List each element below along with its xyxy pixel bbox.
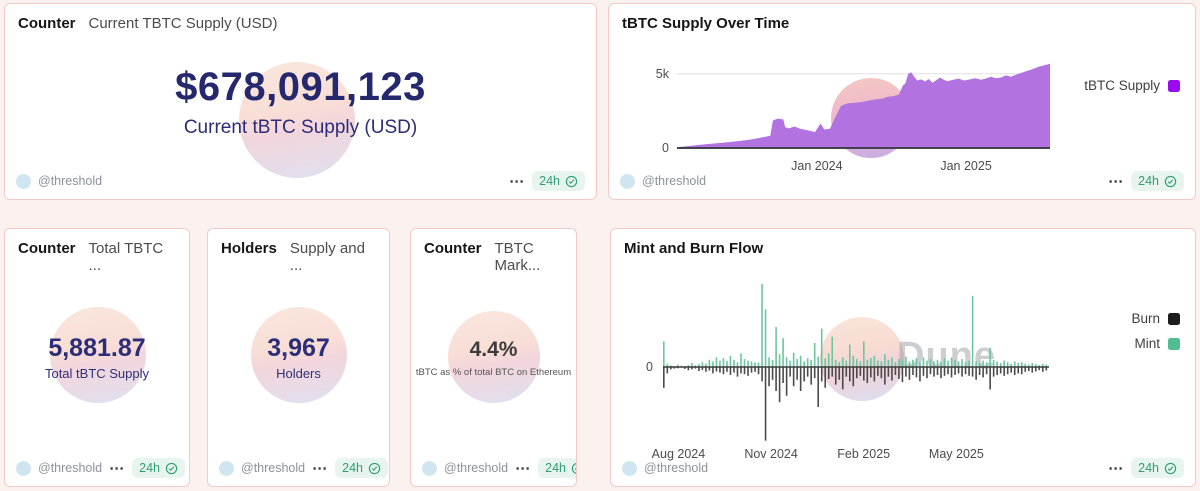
counter-subtitle: tBTC as % of total BTC on Ethereum <box>415 366 572 378</box>
svg-text:Jan 2024: Jan 2024 <box>791 159 842 173</box>
refresh-badge[interactable]: 24h <box>538 458 576 478</box>
card-footer: @threshold ⋯ 24h <box>16 458 185 478</box>
refresh-interval-label: 24h <box>342 461 363 475</box>
legend-item-mint[interactable]: Mint <box>1134 336 1180 351</box>
author-handle[interactable]: @threshold <box>38 461 103 475</box>
counter-subtitle: Holders <box>276 366 321 381</box>
author-handle[interactable]: @threshold <box>241 461 306 475</box>
refresh-badge[interactable]: 24h <box>335 458 388 478</box>
card-footer: @threshold ⋯ 24h <box>219 458 388 478</box>
card-footer: @threshold ⋯ 24h <box>16 171 585 191</box>
legend-label: Mint <box>1134 336 1160 351</box>
refresh-badge[interactable]: 24h <box>1131 458 1184 478</box>
widget-title: Supply and ... <box>289 240 365 274</box>
counter-card-current-supply-usd: Counter Current TBTC Supply (USD) $678,0… <box>4 3 597 200</box>
legend-item-burn[interactable]: Burn <box>1131 311 1180 326</box>
svg-text:Aug 2024: Aug 2024 <box>652 447 706 461</box>
verified-check-icon <box>571 462 576 474</box>
svg-text:0: 0 <box>646 360 653 374</box>
counter-card-market-share: Counter TBTC Mark... 4.4% tBTC as % of t… <box>410 228 577 487</box>
verified-check-icon <box>368 462 381 474</box>
chart-title: tBTC Supply Over Time <box>622 15 790 32</box>
svg-text:0: 0 <box>662 141 669 155</box>
widget-type-label: Counter <box>18 15 76 32</box>
widget-type-label: Counter <box>18 240 76 257</box>
widget-title: Current TBTC Supply (USD) <box>88 15 278 32</box>
verified-check-icon <box>1164 175 1177 187</box>
supply-chart: 5k 0 Jan 2024 Jan 2025 <box>656 63 1050 173</box>
author-avatar[interactable] <box>622 460 637 476</box>
svg-text:Nov 2024: Nov 2024 <box>744 447 798 461</box>
refresh-badge[interactable]: 24h <box>1131 171 1184 191</box>
more-menu-icon[interactable]: ⋯ <box>1108 172 1125 190</box>
author-avatar[interactable] <box>16 460 31 476</box>
refresh-interval-label: 24h <box>1138 174 1159 188</box>
verified-check-icon <box>165 462 178 474</box>
refresh-interval-label: 24h <box>545 461 566 475</box>
legend-swatch-mint <box>1168 337 1180 350</box>
author-handle[interactable]: @threshold <box>444 461 509 475</box>
refresh-interval-label: 24h <box>1138 461 1159 475</box>
chart-legend: tBTC Supply <box>1055 50 1195 178</box>
more-menu-icon[interactable]: ⋯ <box>109 459 126 477</box>
card-footer: @threshold ⋯ 24h <box>620 171 1184 191</box>
card-header: Counter TBTC Mark... <box>411 229 576 278</box>
svg-text:5k: 5k <box>656 67 670 81</box>
card-header: Counter Total TBTC ... <box>5 229 189 278</box>
verified-check-icon <box>1164 462 1177 474</box>
widget-title: TBTC Mark... <box>494 240 541 274</box>
refresh-badge[interactable]: 24h <box>132 458 185 478</box>
refresh-interval-label: 24h <box>539 174 560 188</box>
card-footer: @threshold ⋯ 24h <box>422 458 576 478</box>
card-header: Counter Current TBTC Supply (USD) <box>5 4 596 36</box>
author-avatar[interactable] <box>422 460 437 476</box>
counter-value: 5,881.87 <box>48 334 146 362</box>
counter-body: 5,881.87 Total tBTC Supply <box>5 259 189 456</box>
more-menu-icon[interactable]: ⋯ <box>515 459 532 477</box>
author-avatar[interactable] <box>219 460 234 476</box>
card-footer: @threshold ⋯ 24h <box>622 458 1184 478</box>
chart-area: 0 Aug 2024 Nov 2024 Feb 2025 May 2025 Burn M… <box>611 271 1195 467</box>
counter-value: 3,967 <box>267 334 330 362</box>
svg-text:May 2025: May 2025 <box>929 447 984 461</box>
widget-type-label: Counter <box>424 240 482 257</box>
legend-label: Burn <box>1131 311 1160 326</box>
counter-card-holders: Holders Supply and ... 3,967 Holders @th… <box>207 228 390 487</box>
legend-label: tBTC Supply <box>1084 78 1160 93</box>
widget-title: Total TBTC ... <box>88 240 164 274</box>
svg-text:Jan 2025: Jan 2025 <box>940 159 991 173</box>
author-avatar[interactable] <box>16 173 31 189</box>
mint-burn-flow-chart-card: Mint and Burn Flow Dune 0 Aug 2024 Nov 202… <box>610 228 1196 487</box>
legend-item-supply[interactable]: tBTC Supply <box>1084 78 1180 93</box>
refresh-badge[interactable]: 24h <box>532 171 585 191</box>
more-menu-icon[interactable]: ⋯ <box>312 459 329 477</box>
more-menu-icon[interactable]: ⋯ <box>509 172 526 190</box>
chart-area: 5k 0 Jan 2024 Jan 2025 tBTC Supply <box>609 50 1195 178</box>
counter-body: 4.4% tBTC as % of total BTC on Ethereum <box>411 259 576 456</box>
author-avatar[interactable] <box>620 173 635 189</box>
author-handle[interactable]: @threshold <box>644 461 709 475</box>
svg-text:Feb 2025: Feb 2025 <box>837 447 890 461</box>
counter-value: 4.4% <box>469 337 518 361</box>
chart-title: Mint and Burn Flow <box>624 240 764 257</box>
widget-type-label: Holders <box>221 240 277 257</box>
counter-body: 3,967 Holders <box>208 259 389 456</box>
counter-card-total-supply: Counter Total TBTC ... 5,881.87 Total tB… <box>4 228 190 487</box>
legend-swatch-supply <box>1168 79 1180 92</box>
author-handle[interactable]: @threshold <box>38 174 103 188</box>
more-menu-icon[interactable]: ⋯ <box>1108 459 1125 477</box>
refresh-interval-label: 24h <box>139 461 160 475</box>
counter-body: $678,091,123 Current tBTC Supply (USD) <box>5 34 596 169</box>
counter-value: $678,091,123 <box>175 64 426 109</box>
chart-legend: Burn Mint <box>1051 271 1195 467</box>
counter-subtitle: Total tBTC Supply <box>44 366 150 381</box>
card-header: Holders Supply and ... <box>208 229 389 278</box>
author-handle[interactable]: @threshold <box>642 174 707 188</box>
flow-chart: 0 Aug 2024 Nov 2024 Feb 2025 May 2025 <box>646 283 1049 461</box>
verified-check-icon <box>565 175 578 187</box>
counter-subtitle: Current tBTC Supply (USD) <box>183 116 418 138</box>
legend-swatch-burn <box>1168 312 1180 325</box>
